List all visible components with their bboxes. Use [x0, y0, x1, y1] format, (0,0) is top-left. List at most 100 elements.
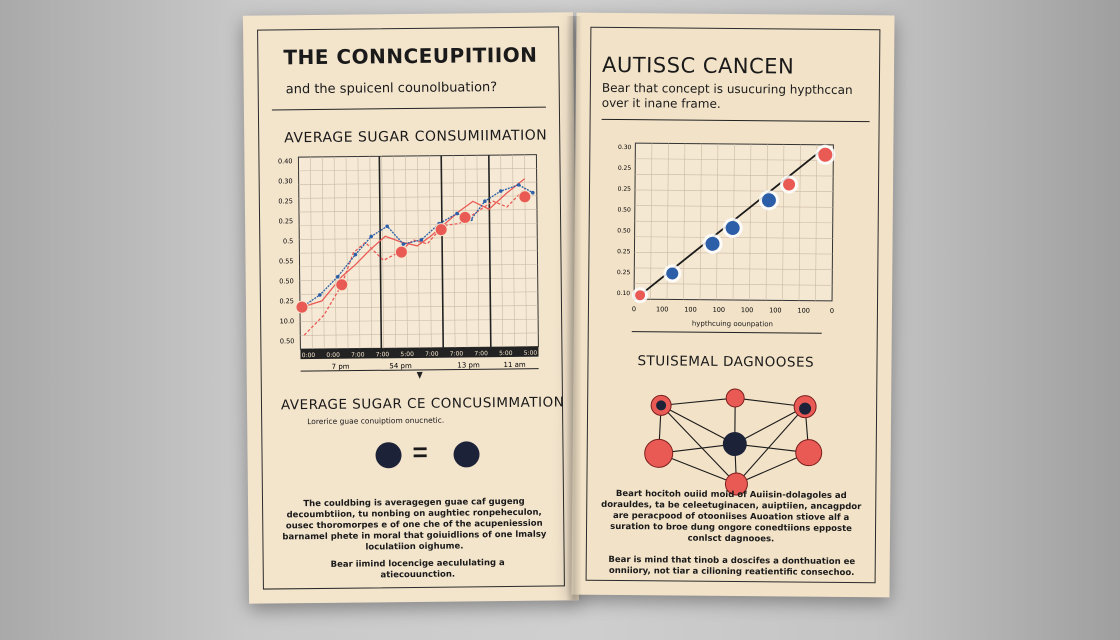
right-x-tick-label: 100: [741, 306, 753, 314]
right-y-tick-label: 0.30: [618, 144, 632, 151]
y-tick-label: 0.30: [278, 177, 293, 185]
x-tick-label: 5:00: [524, 350, 538, 357]
chart-gridline-h: [299, 264, 538, 268]
brochure-right-page: AUTISSC CANCEN Bear that concept is usuc…: [571, 12, 895, 598]
blue-point: [419, 238, 424, 242]
right-x-label: hypthcuing oounpation: [691, 319, 773, 329]
blue-point: [516, 183, 521, 187]
left-paragraph: The couldbing is averagegen guae caf gug…: [282, 496, 547, 553]
right-gridline-h: [634, 189, 833, 192]
brochure-fold: [566, 16, 582, 600]
red-marker: [434, 223, 448, 237]
y-tick-label: 0.25: [278, 197, 293, 205]
network-heading: STUISEMAL DAGNOOSES: [637, 353, 815, 371]
x-sub-tick-label: 13 pm: [457, 361, 480, 369]
trend-point: [783, 178, 796, 191]
chart-gridline-h: [299, 222, 538, 227]
y-tick-label: 0.40: [278, 157, 293, 165]
network-edge: [661, 397, 736, 406]
series-red-dashed: [303, 188, 526, 336]
right-x-tick-label: 0: [632, 305, 636, 313]
y-tick-label: 0.25: [279, 217, 294, 225]
network-edge: [660, 404, 737, 485]
red-marker: [458, 210, 472, 224]
series-red: [301, 178, 526, 308]
chart-gridline-h: [299, 305, 538, 309]
red-marker: [335, 278, 349, 292]
blue-point: [318, 293, 322, 297]
left-footnote: Bear iimind locencige aecululating a ati…: [330, 558, 505, 581]
blue-point: [385, 224, 389, 229]
right-x-tick-label: 100: [713, 306, 725, 314]
trend-point: [725, 220, 740, 235]
chart-gridline-h: [299, 291, 538, 295]
x-tick-label: 7:00: [425, 351, 439, 358]
axis-marker: [416, 371, 423, 379]
x-sub-tick-label: 54 pm: [389, 362, 412, 370]
right-y-tick-label: 0.25: [617, 269, 631, 276]
trend-point: [666, 267, 679, 280]
right-gridline-h: [634, 252, 833, 255]
blue-point: [483, 199, 487, 204]
trend-point: [818, 147, 833, 162]
equation-symbol: =: [412, 436, 428, 467]
right-gridline-h: [635, 174, 834, 177]
blue-point: [335, 274, 340, 279]
right-gridline-h: [635, 158, 834, 161]
trend-point: [635, 290, 646, 301]
chart-divider-line: [378, 156, 383, 349]
section-heading: AVERAGE SUGAR CE CONCUSIMMATION: [280, 394, 565, 414]
right-paragraph: Beart hocitoh ouiid moid of Auiisin-dola…: [601, 488, 862, 545]
red-marker: [518, 190, 532, 204]
x-tick-label: 5:00: [400, 351, 414, 358]
chart-gridline-h: [298, 209, 537, 213]
x-tick-label: 7:00: [450, 350, 464, 357]
right-gridline-h: [634, 205, 833, 208]
x-tick-label: 7:00: [351, 351, 365, 358]
x-tick-label: 0:00: [326, 352, 340, 359]
right-y-tick-label: 0.25: [618, 186, 632, 193]
x-axis-band: [300, 346, 539, 360]
blue-point: [455, 211, 459, 216]
right-x-tick-label: 0: [830, 307, 834, 315]
x-tick-label: 7:00: [376, 351, 390, 358]
x-tick-label: 5:00: [499, 350, 513, 357]
chart-divider-line: [440, 155, 445, 348]
diagnosis-network-diagram: [644, 388, 823, 496]
brochure-left-page: THE CONNCEUPITIION and the spuicenl coun…: [242, 12, 580, 604]
left-dot: [375, 442, 402, 469]
x-sub-tick-label: 7 pm: [332, 363, 350, 371]
right-dot: [453, 441, 480, 468]
network-node: [644, 438, 674, 468]
network-node: [795, 439, 823, 467]
x-sub-axis: [300, 368, 539, 372]
x-tick-label: 7:00: [474, 350, 488, 357]
chart-divider-line: [488, 155, 492, 348]
right-y-tick-label: 0.50: [617, 207, 631, 214]
network-edge: [734, 406, 806, 445]
right-y-tick-label: 0.50: [617, 227, 631, 234]
red-marker: [295, 300, 309, 314]
chart-gridline-h: [300, 332, 539, 336]
right-y-tick-label: 0.25: [618, 165, 632, 172]
chart-gridline-h: [298, 168, 537, 172]
network-node: [799, 402, 812, 415]
right-x-tick-label: 100: [797, 307, 809, 315]
right-x-tick-label: 100: [769, 306, 781, 314]
network-edge: [660, 404, 736, 445]
red-marker: [394, 245, 408, 259]
y-tick-label: 0.50: [279, 277, 294, 285]
network-node: [725, 388, 745, 408]
right-footnote: Bear is mind that tinob a doscifes a don…: [608, 554, 856, 579]
sugar-chart: 0.40 0.30 0.25 0.25 0.5 0.55 0.50 0.25 10.0 0.50 0…: [278, 154, 539, 379]
network-node: [656, 400, 667, 411]
y-tick-label: 0.5: [283, 237, 293, 245]
blue-point: [369, 234, 374, 239]
right-y-tick-label: 0.25: [617, 248, 631, 255]
right-gridline-h: [634, 283, 833, 286]
blue-point: [530, 190, 535, 195]
y-tick-label: 0.25: [279, 297, 294, 305]
x-tick-label: 0:00: [302, 352, 316, 359]
y-tick-label: 0.55: [279, 257, 294, 265]
y-tick-label: 10.0: [280, 317, 295, 325]
